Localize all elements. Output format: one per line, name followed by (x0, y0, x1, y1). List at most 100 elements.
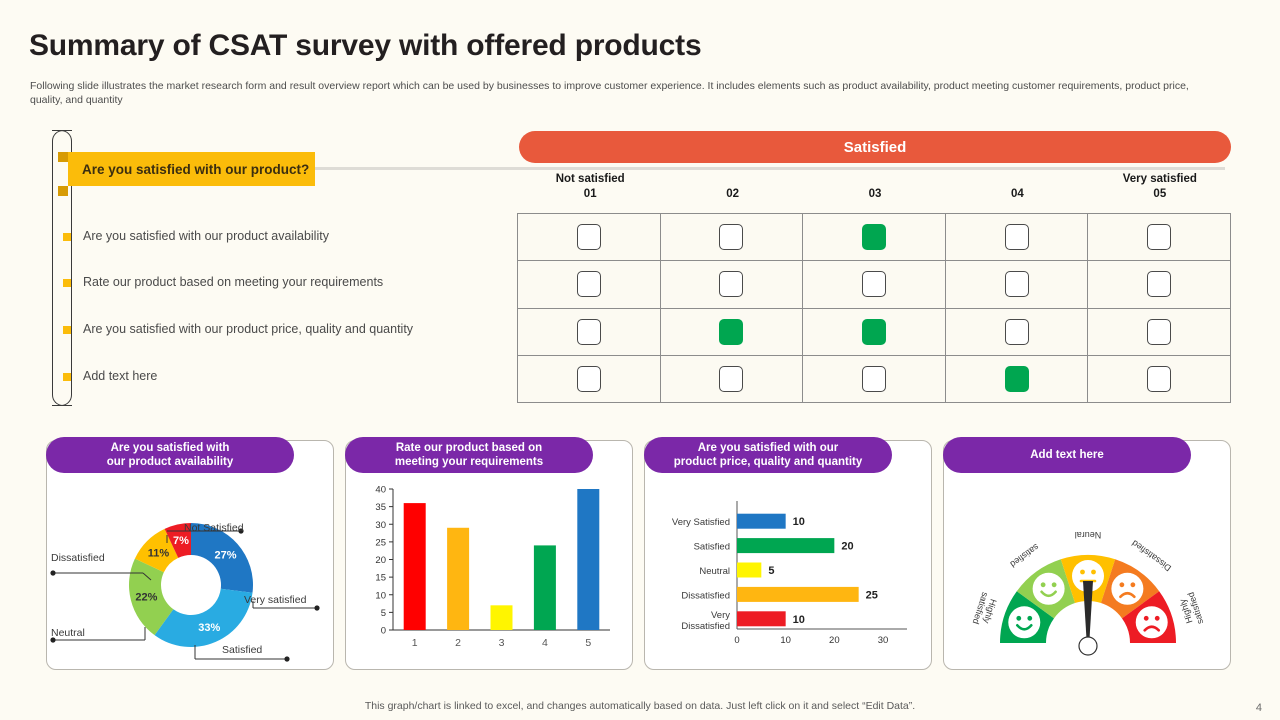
svg-text:Neural: Neural (1075, 530, 1102, 540)
satisfied-banner: Satisfied (519, 131, 1231, 163)
survey-answer-cell[interactable] (803, 355, 946, 402)
svg-text:10: 10 (780, 635, 791, 646)
chart-card-donut-body: 27% 33% 22% 11% 7% Not Satisfied Very satisfie… (47, 477, 335, 671)
survey-answer-cell[interactable] (1088, 356, 1230, 402)
survey-answer-cell[interactable] (661, 261, 804, 308)
checkbox-checked[interactable] (861, 224, 886, 251)
checkbox-unchecked[interactable] (576, 318, 601, 345)
scale-col-5-num: 05 (1153, 188, 1167, 200)
survey-answer-grid[interactable] (517, 213, 1231, 403)
chart-card-bars-title: Rate our product based on meeting your r… (345, 437, 593, 473)
gauge-chart: HighlysatisfiedsatisfiedNeuralDissatisfi… (971, 530, 1205, 656)
main-question-label: Are you satisfied with our product? (68, 152, 315, 186)
survey-answer-cell[interactable] (946, 261, 1089, 308)
checkbox-unchecked[interactable] (719, 224, 744, 251)
svg-text:20: 20 (841, 541, 853, 553)
survey-answer-cell[interactable] (803, 308, 946, 355)
scale-col-2-num: 02 (726, 188, 739, 200)
survey-answer-cell[interactable] (1088, 261, 1230, 307)
donut-title-line2: our product availability (106, 456, 234, 468)
svg-text:27%: 27% (214, 550, 236, 562)
svg-text:0: 0 (734, 635, 739, 646)
svg-text:35: 35 (375, 502, 386, 513)
checkbox-unchecked[interactable] (576, 365, 601, 392)
checkbox-unchecked[interactable] (719, 365, 744, 392)
question-bullet-4 (63, 373, 71, 381)
checkbox-unchecked[interactable] (861, 365, 886, 392)
survey-answer-row (518, 355, 1230, 402)
scale-col-3-num: 03 (868, 188, 882, 200)
hbars-title-line1: Are you satisfied with our (697, 442, 839, 454)
scale-header: Not satisfied 01 02 03 04 Very satisfied… (519, 172, 1231, 208)
scale-col-5-top: Very satisfied (1122, 173, 1197, 185)
survey-answer-cell[interactable] (803, 261, 946, 308)
svg-text:5: 5 (585, 637, 591, 649)
bar-chart: 0 5 10 15 20 25 30 35 40 1 2 3 4 5 (375, 485, 610, 649)
svg-text:Very Satisfied: Very Satisfied (672, 517, 730, 528)
survey-answer-cell[interactable] (946, 308, 1089, 355)
svg-text:Very satisfied: Very satisfied (244, 594, 307, 606)
question-item-3: Are you satisfied with our product price… (83, 322, 414, 336)
chart-card-donut-title: Are you satisfied with our product avail… (46, 437, 294, 473)
svg-text:3: 3 (499, 637, 505, 649)
checkbox-unchecked[interactable] (1004, 318, 1029, 345)
checkbox-unchecked[interactable] (576, 271, 601, 298)
svg-text:5: 5 (768, 565, 774, 577)
survey-answer-cell[interactable] (946, 355, 1089, 402)
svg-text:11%: 11% (148, 547, 170, 559)
scale-col-4-top (946, 172, 1088, 187)
survey-answer-cell[interactable] (661, 308, 804, 355)
checkbox-unchecked[interactable] (576, 224, 601, 251)
survey-answer-cell[interactable] (661, 214, 804, 261)
survey-answer-cell[interactable] (518, 308, 661, 355)
checkbox-checked[interactable] (719, 318, 744, 345)
survey-answer-cell[interactable] (1088, 214, 1230, 260)
svg-text:22%: 22% (135, 591, 157, 603)
question-bullet-3 (63, 326, 71, 334)
donut-title-line1: Are you satisfied with (110, 442, 230, 454)
svg-text:30: 30 (878, 635, 889, 646)
survey-answer-cell[interactable] (803, 214, 946, 261)
checkbox-checked[interactable] (1004, 365, 1029, 392)
chart-card-hbars: Are you satisfied with our product price… (644, 437, 932, 670)
page-number: 4 (1255, 702, 1262, 714)
scale-col-4: 04 (946, 172, 1088, 208)
svg-text:Dissatisfied: Dissatisfied (681, 621, 730, 632)
checkbox-unchecked[interactable] (719, 271, 744, 298)
chart-card-donut: Are you satisfied with our product avail… (46, 437, 335, 671)
survey-answer-cell[interactable] (518, 355, 661, 402)
question-item-4: Add text here (83, 369, 158, 383)
checkbox-unchecked[interactable] (1147, 271, 1172, 298)
svg-text:Dissatisfied: Dissatisfied (51, 552, 105, 564)
svg-text:1: 1 (412, 637, 418, 649)
scale-col-1: Not satisfied 01 (519, 172, 661, 208)
svg-text:Neutral: Neutral (699, 566, 730, 577)
checkbox-unchecked[interactable] (1147, 318, 1172, 345)
survey-answer-cell[interactable] (518, 214, 661, 261)
survey-answer-cell[interactable] (518, 261, 661, 308)
checkbox-checked[interactable] (861, 318, 886, 345)
survey-answer-row (518, 261, 1230, 309)
divider-line (300, 167, 1225, 170)
checkbox-unchecked[interactable] (1004, 224, 1029, 251)
svg-text:33%: 33% (198, 622, 220, 634)
checkbox-unchecked[interactable] (1004, 271, 1029, 298)
chart-card-bars-body: 0 5 10 15 20 25 30 35 40 1 2 3 4 5 (346, 477, 634, 671)
checkbox-unchecked[interactable] (1147, 365, 1172, 392)
svg-text:10: 10 (375, 590, 386, 601)
svg-text:0: 0 (381, 626, 386, 637)
svg-text:15: 15 (375, 573, 386, 584)
svg-text:5: 5 (381, 608, 386, 619)
hbars-title-line2: product price, quality and quantity (673, 456, 863, 468)
checkbox-unchecked[interactable] (1147, 224, 1172, 251)
svg-text:satisfied: satisfied (1008, 542, 1041, 570)
checkbox-unchecked[interactable] (861, 271, 886, 298)
scale-col-1-top: Not satisfied (555, 173, 625, 185)
survey-answer-cell[interactable] (1088, 309, 1230, 355)
scale-col-2: 02 (661, 172, 803, 208)
svg-text:25: 25 (375, 537, 386, 548)
svg-text:Very: Very (711, 610, 730, 621)
survey-answer-cell[interactable] (661, 355, 804, 402)
svg-text:2: 2 (455, 637, 461, 649)
survey-answer-cell[interactable] (946, 214, 1089, 261)
